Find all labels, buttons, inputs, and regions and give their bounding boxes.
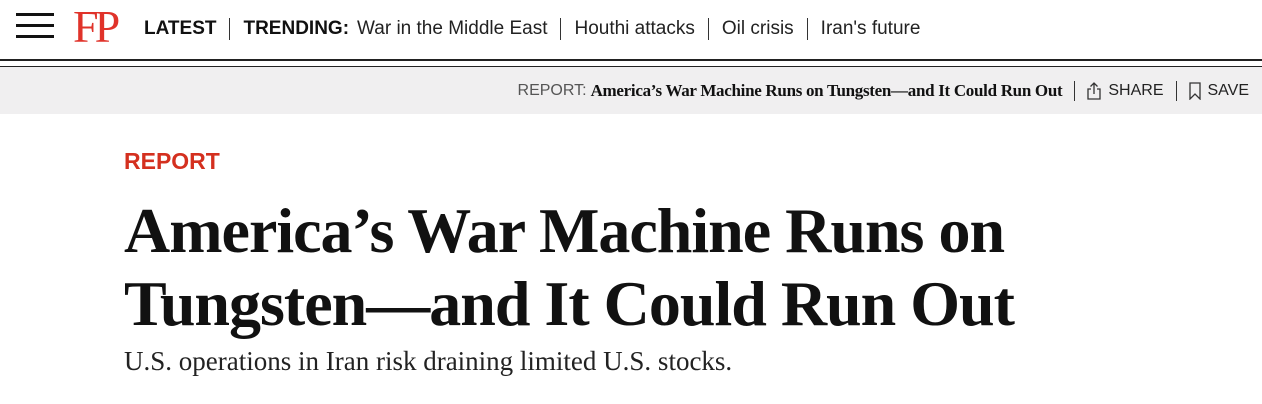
latest-link[interactable]: LATEST (144, 18, 217, 39)
sticky-label: REPORT: (517, 81, 587, 99)
article-dek: U.S. operations in Iran risk draining li… (124, 346, 733, 376)
divider (1074, 80, 1076, 101)
divider (0, 59, 1262, 61)
divider (707, 18, 709, 40)
sticky-title: America’s War Machine Runs on Tungsten—a… (590, 80, 1063, 100)
bookmark-icon (1188, 81, 1201, 100)
save-button[interactable]: SAVE (1188, 81, 1250, 100)
divider (1175, 80, 1177, 101)
hamburger-menu-icon[interactable] (16, 13, 54, 39)
article-headline: America’s War Machine Runs on Tungsten—a… (124, 195, 1015, 339)
divider (560, 18, 562, 40)
fp-logo[interactable]: FP (73, 1, 120, 52)
trending-link[interactable]: Oil crisis (721, 18, 794, 39)
trending-link[interactable]: Houthi attacks (574, 18, 695, 39)
article-kicker[interactable]: REPORT (124, 148, 220, 174)
divider (806, 18, 808, 40)
divider (0, 66, 1262, 67)
trending-label: TRENDING: (243, 18, 350, 39)
sticky-article-bar: REPORT: America’s War Machine Runs on Tu… (0, 67, 1262, 114)
top-nav: FP LATEST TRENDING: War in the Middle Ea… (0, 0, 1262, 59)
share-label: SHARE (1108, 81, 1164, 99)
trending-link[interactable]: Iran's future (820, 18, 921, 39)
trending-nav: LATEST TRENDING: War in the Middle East … (144, 18, 920, 40)
divider (229, 18, 231, 40)
save-label: SAVE (1207, 81, 1250, 99)
share-button[interactable]: SHARE (1087, 81, 1164, 100)
trending-link[interactable]: War in the Middle East (357, 18, 548, 39)
share-icon (1087, 81, 1102, 100)
